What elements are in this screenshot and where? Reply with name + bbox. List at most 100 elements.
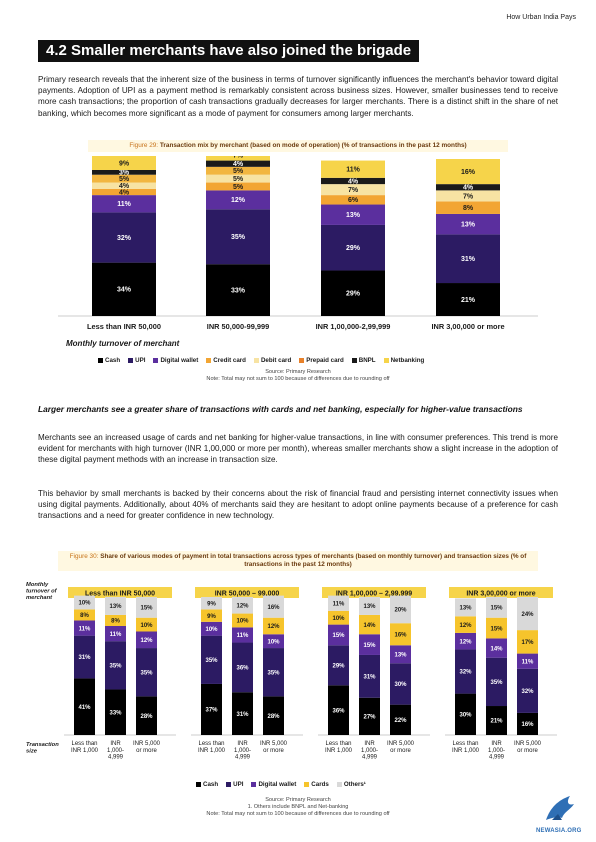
x-tick-label-line: 1,000- (488, 748, 505, 754)
bar-cash-0 (92, 262, 156, 316)
legend-item-cash: Cash (98, 357, 120, 364)
data-label-upi-2: 29% (346, 245, 361, 252)
bar-cash-0-1 (105, 689, 126, 735)
bar-credit-card-0 (92, 188, 156, 196)
x-tick-label-line: INR (491, 741, 502, 747)
legend-swatch (128, 358, 134, 363)
data-label-others-3-2: 24% (521, 612, 534, 618)
x-tick-label-line: INR 5,000 (387, 741, 415, 747)
data-label-digital-wallet-0-2: 12% (140, 638, 153, 644)
data-label-credit-card-2: 6% (348, 197, 359, 204)
bar-digital-wallet-2 (321, 204, 385, 225)
data-label-debit-card-2: 7% (348, 187, 359, 194)
bar-cash-2-1 (359, 697, 380, 735)
bar-others-2-2 (390, 595, 411, 624)
bar-bnpl-0 (92, 169, 156, 175)
bar-credit-card-2 (321, 195, 385, 205)
data-label-cards-3-0: 12% (459, 623, 472, 629)
data-label-cash-2-0: 36% (332, 708, 345, 714)
bar-cards-3-1 (486, 617, 507, 639)
data-label-cards-2-1: 14% (363, 623, 376, 629)
x-tick-label-line: or more (390, 748, 411, 754)
bar-upi-3 (436, 234, 500, 284)
bar-others-3-0 (455, 598, 476, 617)
bar-netbanking-0 (92, 156, 156, 170)
row-label-line: Transaction (26, 742, 59, 748)
data-label-cash-0: 34% (117, 287, 132, 294)
legend-swatch (196, 782, 201, 787)
row-label-line: size (26, 749, 38, 755)
x-tick-label-line: 4,999 (235, 755, 251, 761)
data-label-upi-1: 35% (231, 234, 246, 241)
bar-digital-wallet-1 (206, 190, 270, 210)
legend-swatch (299, 358, 305, 363)
data-label-others-1-2: 16% (267, 605, 280, 611)
x-tick-label-line: Less than (198, 741, 224, 747)
legend-label: Cards (311, 781, 329, 788)
data-label-cash-0-1: 33% (109, 710, 122, 716)
figure-29-source: Source: Primary Research (265, 369, 331, 375)
bar-cards-0-1 (105, 614, 126, 626)
bar-netbanking-1 (206, 156, 270, 161)
data-label-cash-2-2: 22% (394, 718, 407, 724)
bar-cash-3-2 (517, 712, 538, 735)
bar-bnpl-1 (206, 160, 270, 167)
legend-item-upi: UPI (128, 357, 145, 364)
data-label-cards-3-1: 15% (490, 626, 503, 632)
bar-upi-3-1 (486, 657, 507, 707)
data-label-upi-3-2: 32% (521, 689, 534, 695)
x-tick-label-3-0: Less than INR 1,000 (452, 741, 480, 754)
bar-others-0-2 (136, 597, 157, 618)
data-label-cash-1-2: 28% (267, 714, 280, 720)
row-label-transaction-size: Transaction size (26, 742, 59, 755)
x-tick-label-line: Less than (325, 741, 351, 747)
legend-item-prepaid-card: Prepaid card (299, 357, 344, 364)
data-label-cards-2-2: 16% (394, 632, 407, 638)
data-label-cash-3: 21% (461, 297, 476, 304)
figure-30-footnote: 1. Others include BNPL and Net-banking (247, 804, 349, 810)
figure-29-note: Note: Total may not sum to 100 because o… (206, 376, 390, 382)
bar-others-0-0 (74, 595, 95, 610)
legend-swatch (253, 358, 259, 363)
bar-digital-wallet-0-2 (136, 631, 157, 649)
data-label-cash-0-2: 28% (140, 714, 153, 720)
section-title: 4.2 Smaller merchants have also joined t… (38, 40, 420, 62)
data-label-others-1-1: 12% (236, 603, 249, 609)
legend-item-credit-card: Credit card (206, 357, 246, 364)
data-label-cards-2-0: 10% (332, 616, 345, 622)
data-label-upi-0: 32% (117, 235, 132, 242)
figure-29-legend: Cash UPI Digital wallet Credit card Debit ca… (98, 357, 424, 364)
legend-swatch (336, 782, 342, 787)
data-label-upi-3-1: 35% (490, 680, 503, 686)
data-label-cash-1-1: 31% (236, 712, 249, 718)
figure-29-chart: 34%32%11%4%4%5%3%9%Less than INR 50,0003… (58, 156, 538, 348)
data-label-digital-wallet-3: 13% (461, 222, 476, 229)
data-label-cards-1-1: 10% (236, 619, 249, 625)
legend-label: BNPL (358, 357, 376, 364)
data-label-credit-card-3: 8% (463, 205, 474, 212)
figure-29-title: Figure 29: Transaction mix by merchant (… (88, 140, 508, 152)
bar-others-0-1 (105, 597, 126, 615)
legend-label: UPI (135, 357, 146, 364)
data-label-bnpl-1: 4% (233, 161, 244, 168)
bar-upi-2-0 (328, 645, 349, 686)
bar-debit-card-3 (436, 190, 500, 202)
x-tick-label-line: INR 5,000 (514, 741, 542, 747)
griffin-logo-icon (546, 796, 574, 820)
bar-cards-1-1 (232, 613, 253, 628)
bar-credit-card-1 (206, 182, 270, 191)
bar-upi-0-0 (74, 635, 95, 679)
legend-label: Prepaid card (306, 357, 344, 364)
sub-heading: Larger merchants see a greater share of … (38, 404, 523, 414)
x-tick-label-2-0: Less than INR 1,000 (325, 741, 353, 754)
x-tick-label-line: 1,000- (234, 748, 251, 754)
group-title-1: INR 50,000 – 99,000 (215, 591, 280, 598)
bar-upi-0 (92, 212, 156, 263)
x-tick-label-line: or more (517, 748, 538, 754)
data-label-others-0-0: 10% (78, 601, 91, 607)
bar-digital-wallet-2-2 (390, 645, 411, 664)
legend-item-others: Others¹ (336, 781, 366, 788)
data-label-bnpl-3: 4% (463, 185, 474, 192)
x-tick-label-line: INR 1,000 (325, 748, 353, 754)
data-label-upi-2-2: 30% (394, 682, 407, 688)
